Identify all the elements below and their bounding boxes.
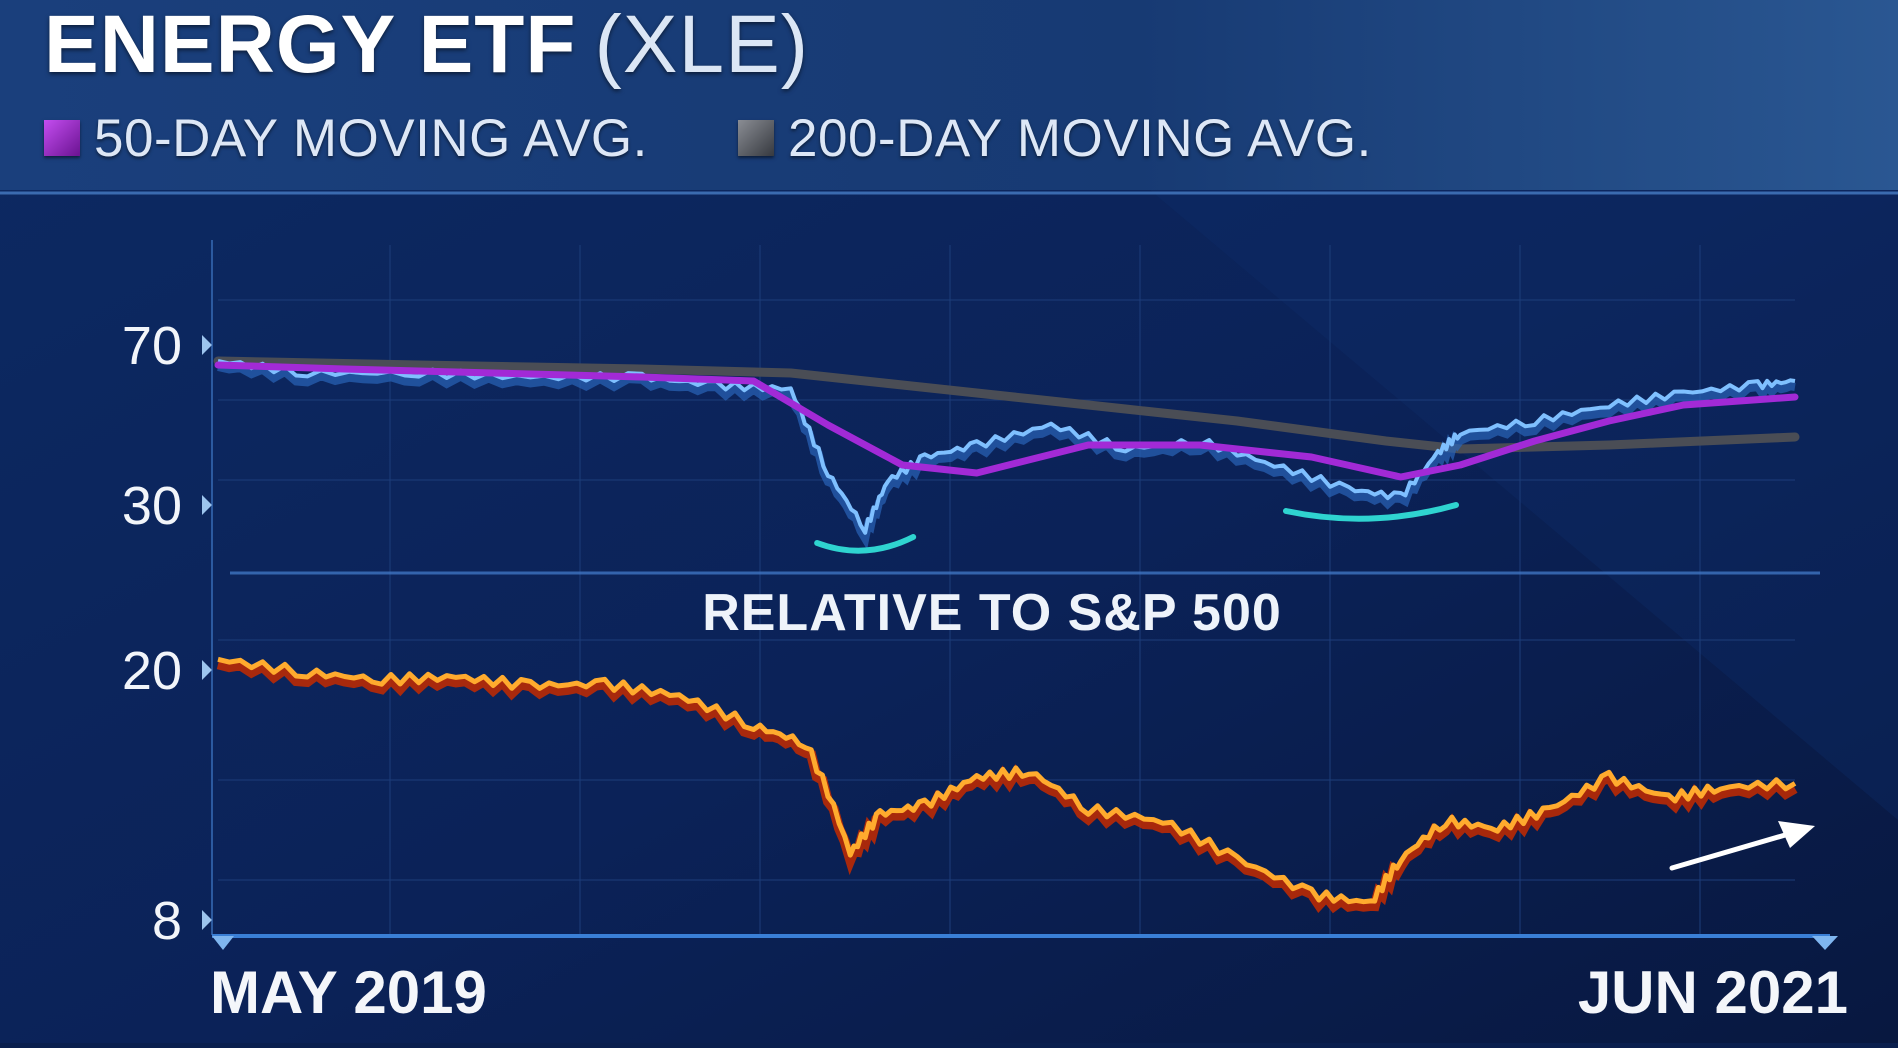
series-line-50-day bbox=[214, 361, 1799, 481]
x-start-label: MAY 2019 bbox=[210, 959, 487, 1026]
y-tick-marker bbox=[202, 335, 212, 355]
chart-ticker: (XLE) bbox=[594, 0, 810, 90]
axes: 70 30 20 8 MAY 2019 JUN 2021 bbox=[122, 240, 1848, 1026]
y-tick-label: 8 bbox=[152, 891, 182, 951]
legend-swatch-50-day bbox=[44, 120, 80, 156]
trend-arrow-icon bbox=[1669, 830, 1795, 871]
y-tick-label: 70 bbox=[122, 316, 182, 376]
series-shadow-relative bbox=[216, 659, 1798, 914]
legend-swatch-200-day bbox=[738, 120, 774, 156]
y-tick-label: 20 bbox=[122, 641, 182, 701]
x-axis-start-marker bbox=[212, 936, 234, 950]
legend-item-200-day: 200-DAY MOVING AVG. bbox=[738, 108, 1372, 168]
relative-panel: RELATIVE TO S&P 500 bbox=[216, 584, 1815, 914]
price-panel bbox=[213, 356, 1800, 554]
low-marker bbox=[814, 534, 917, 554]
chart-title: ENERGY ETF bbox=[44, 0, 577, 90]
panel-title-relative: RELATIVE TO S&P 500 bbox=[702, 584, 1282, 642]
trend-arrow-head-icon bbox=[1778, 821, 1815, 848]
y-tick-marker bbox=[202, 910, 212, 930]
x-axis-end-marker bbox=[1812, 936, 1838, 950]
low-marker bbox=[1283, 502, 1459, 522]
page-title: ENERGY ETF (XLE) bbox=[44, 0, 809, 90]
legend-item-50-day: 50-DAY MOVING AVG. bbox=[44, 108, 648, 168]
legend-label-50-day: 50-DAY MOVING AVG. bbox=[94, 108, 648, 168]
y-tick-label: 30 bbox=[122, 476, 182, 536]
x-end-label: JUN 2021 bbox=[1578, 959, 1848, 1026]
y-tick-marker bbox=[202, 660, 212, 680]
series-line-relative bbox=[217, 656, 1797, 905]
y-tick-marker bbox=[202, 495, 212, 515]
legend-label-200-day: 200-DAY MOVING AVG. bbox=[788, 108, 1372, 168]
